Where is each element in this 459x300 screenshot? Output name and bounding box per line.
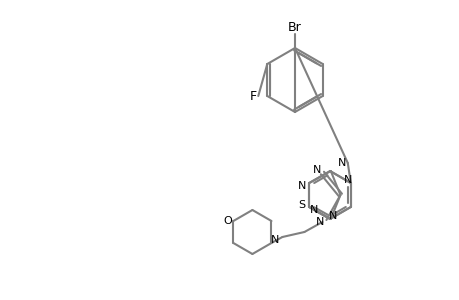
Text: S: S [298, 200, 305, 210]
Text: N: N [343, 175, 351, 185]
Text: Br: Br [287, 20, 301, 34]
Text: N: N [271, 235, 279, 245]
Text: F: F [249, 89, 256, 103]
Text: N: N [313, 165, 321, 175]
Text: N: N [297, 181, 306, 191]
Text: O: O [223, 216, 231, 226]
Text: N: N [309, 205, 318, 215]
Text: N: N [337, 158, 345, 168]
Text: N: N [328, 211, 336, 221]
Text: N: N [315, 217, 324, 227]
